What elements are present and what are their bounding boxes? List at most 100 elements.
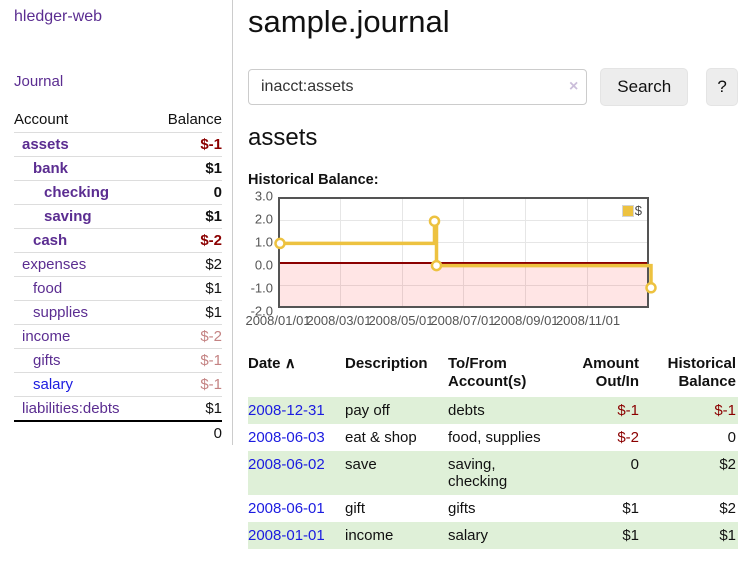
y-tick: 0.0 bbox=[254, 257, 273, 273]
account-balance: $1 bbox=[151, 396, 222, 421]
chart-plot-area: $ bbox=[274, 197, 657, 308]
transaction-balance: 0 bbox=[727, 429, 736, 446]
transaction-balance: $-1 bbox=[714, 402, 736, 419]
brand-link[interactable]: hledger-web bbox=[14, 8, 103, 25]
transaction-amount: $1 bbox=[622, 527, 639, 544]
data-point-marker bbox=[430, 259, 443, 272]
account-balance: $1 bbox=[151, 156, 222, 181]
transaction-accounts: saving, checking bbox=[448, 456, 508, 490]
account-row: cash $-2 bbox=[14, 228, 222, 253]
balance-series-line bbox=[274, 215, 657, 294]
transaction-description: save bbox=[345, 456, 377, 473]
account-row: assets $-1 bbox=[14, 132, 222, 157]
transaction-description: pay off bbox=[345, 402, 390, 419]
account-link-income[interactable]: income bbox=[22, 328, 71, 345]
transaction-date-link[interactable]: 2008-06-01 bbox=[248, 500, 325, 517]
y-tick: 1.0 bbox=[254, 234, 273, 250]
account-row: gifts $-1 bbox=[14, 348, 222, 373]
transaction-date-link[interactable]: 2008-06-02 bbox=[248, 456, 325, 473]
account-balance: $-1 bbox=[151, 132, 222, 157]
transaction-accounts: gifts bbox=[448, 500, 476, 517]
transaction-description: gift bbox=[345, 500, 366, 517]
gridline bbox=[401, 199, 403, 306]
balance-chart: 3.0 2.0 1.0 0.0 -1.0 -2.0 bbox=[245, 189, 658, 329]
zero-line bbox=[280, 262, 647, 265]
account-link-supplies[interactable]: supplies bbox=[33, 304, 89, 321]
account-row: food $1 bbox=[14, 276, 222, 301]
account-link-salary[interactable]: salary bbox=[33, 376, 74, 393]
x-tick: 2008/01/01 bbox=[245, 313, 311, 328]
transaction-balance: $2 bbox=[719, 456, 736, 473]
accounts-col-header: Account bbox=[14, 111, 69, 128]
data-point-marker bbox=[645, 282, 657, 294]
transaction-date-link[interactable]: 2008-01-01 bbox=[248, 527, 325, 544]
register-row: 2008-06-01 gift gifts $1 $2 bbox=[248, 495, 738, 522]
account-heading: assets bbox=[248, 124, 318, 151]
register-row: 2008-01-01 income salary $1 $1 bbox=[248, 522, 738, 549]
account-balance: $-1 bbox=[151, 348, 222, 373]
sort-asc-icon: ∧ bbox=[284, 355, 296, 372]
account-row: salary $-1 bbox=[14, 372, 222, 397]
account-link-bank[interactable]: bank bbox=[33, 160, 69, 177]
col-header-amount: Amount Out/In bbox=[582, 355, 639, 390]
account-balance: $1 bbox=[151, 300, 222, 325]
search-form: × Search ? bbox=[248, 68, 738, 106]
x-tick: 2008/07/01 bbox=[430, 313, 496, 328]
gridline bbox=[462, 199, 464, 306]
col-header-description: Description bbox=[345, 355, 428, 372]
y-tick: -2.0 bbox=[250, 303, 273, 319]
transaction-accounts: debts bbox=[448, 402, 485, 419]
account-balance: $-2 bbox=[151, 324, 222, 349]
account-link-gifts[interactable]: gifts bbox=[33, 352, 61, 369]
transaction-amount: 0 bbox=[630, 456, 639, 473]
account-link-cash[interactable]: cash bbox=[33, 232, 68, 249]
account-link-liabilities-debts[interactable]: liabilities:debts bbox=[22, 400, 120, 417]
transaction-amount: $1 bbox=[622, 500, 639, 517]
account-link-expenses[interactable]: expenses bbox=[22, 256, 87, 273]
transaction-date-link[interactable]: 2008-06-03 bbox=[248, 429, 325, 446]
gridline bbox=[280, 220, 647, 222]
gridline bbox=[586, 199, 588, 306]
register-row: 2008-06-03 eat & shop food, supplies $-2… bbox=[248, 424, 738, 451]
transaction-date-link[interactable]: 2008-12-31 bbox=[248, 402, 325, 419]
data-point-marker bbox=[274, 237, 286, 250]
legend-label: $ bbox=[634, 203, 642, 218]
account-link-saving[interactable]: saving bbox=[44, 208, 92, 225]
account-balance: $2 bbox=[151, 252, 222, 277]
account-row: liabilities:debts $1 bbox=[14, 396, 222, 421]
gridline bbox=[280, 284, 647, 286]
account-link-checking[interactable]: checking bbox=[44, 184, 110, 201]
x-tick: 2008/11/01 bbox=[555, 313, 621, 328]
account-row: saving $1 bbox=[14, 204, 222, 229]
account-row: income $-2 bbox=[14, 324, 222, 349]
transaction-description: eat & shop bbox=[345, 429, 417, 446]
x-tick: 2008/09/01 bbox=[493, 313, 559, 328]
x-axis-labels: 2008/01/01 2008/03/01 2008/05/01 2008/07… bbox=[245, 313, 649, 329]
account-row: supplies $1 bbox=[14, 300, 222, 325]
gridline bbox=[340, 199, 342, 306]
transaction-amount: $-1 bbox=[617, 402, 639, 419]
col-header-accounts: To/From Account(s) bbox=[448, 355, 527, 390]
transaction-description: income bbox=[345, 527, 394, 544]
chart-title: Historical Balance: bbox=[248, 172, 379, 188]
search-input[interactable] bbox=[248, 69, 588, 105]
account-link-food[interactable]: food bbox=[33, 280, 63, 297]
help-button[interactable]: ? bbox=[706, 68, 738, 106]
register-row: 2008-06-02 save saving, checking 0 $2 bbox=[248, 451, 738, 495]
sidebar: hledger-web Journal Account Balance asse… bbox=[0, 0, 233, 445]
search-button[interactable]: Search bbox=[600, 68, 689, 106]
nav-journal-link[interactable]: Journal bbox=[14, 73, 64, 90]
account-row: expenses $2 bbox=[14, 252, 222, 277]
transaction-amount: $-2 bbox=[617, 429, 639, 446]
register-row: 2008-12-31 pay off debts $-1 $-1 bbox=[248, 397, 738, 424]
col-header-date[interactable]: Date ∧ bbox=[248, 355, 296, 372]
accounts-total-row: 0 bbox=[14, 420, 222, 445]
y-axis-labels: 3.0 2.0 1.0 0.0 -1.0 -2.0 bbox=[248, 189, 275, 319]
clear-search-icon[interactable]: × bbox=[568, 78, 579, 95]
transaction-accounts: food, supplies bbox=[448, 429, 541, 446]
account-link-assets[interactable]: assets bbox=[22, 136, 69, 153]
y-tick: 3.0 bbox=[254, 188, 273, 204]
account-row: checking 0 bbox=[14, 180, 222, 205]
account-row: bank $1 bbox=[14, 156, 222, 181]
accounts-tree: Account Balance assets $-1 bank $1 check… bbox=[14, 108, 222, 445]
